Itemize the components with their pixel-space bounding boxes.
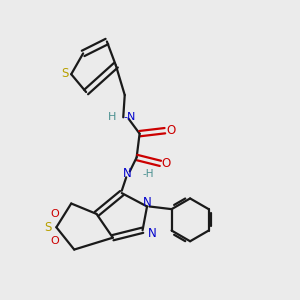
Text: O: O [50, 209, 59, 219]
Text: S: S [61, 67, 68, 80]
Text: S: S [44, 221, 52, 234]
Text: O: O [166, 124, 176, 137]
Text: H: H [108, 112, 116, 122]
Text: N: N [143, 196, 152, 209]
Text: N: N [123, 167, 131, 180]
Text: O: O [50, 236, 59, 246]
Text: O: O [162, 157, 171, 170]
Text: -H: -H [142, 169, 154, 179]
Text: -N: -N [124, 112, 136, 122]
Text: N: N [148, 227, 157, 240]
